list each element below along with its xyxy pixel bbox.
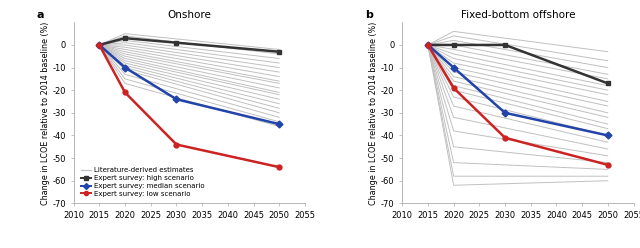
Title: Onshore: Onshore (168, 10, 211, 20)
Legend: Literature-derived estimates, Expert survey: high scenario, Expert survey: media: Literature-derived estimates, Expert sur… (79, 166, 206, 198)
Text: b: b (365, 10, 373, 20)
Title: Fixed-bottom offshore: Fixed-bottom offshore (461, 10, 575, 20)
Y-axis label: Change in LCOE relative to 2014 baseline (%): Change in LCOE relative to 2014 baseline… (40, 21, 49, 205)
Text: a: a (36, 10, 44, 20)
Y-axis label: Change in LCOE relative to 2014 baseline (%): Change in LCOE relative to 2014 baseline… (369, 21, 378, 205)
